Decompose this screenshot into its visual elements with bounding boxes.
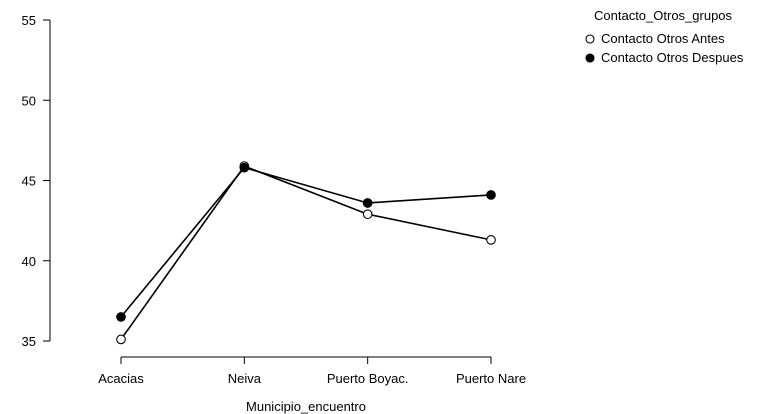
plot-lines (120, 165, 492, 340)
y-tick-label: 40 (22, 254, 36, 269)
series-line-1 (120, 165, 492, 340)
x-tick-label: Neiva (228, 371, 262, 386)
x-tick-label: Puerto Nare (456, 371, 526, 386)
y-axis: 35 40 45 50 55 (22, 13, 51, 349)
data-point-antes (362, 209, 373, 220)
data-point-despues (362, 198, 373, 208)
y-tick-label: 45 (22, 174, 36, 189)
legend-marker (585, 34, 595, 44)
y-ticks: 35 40 45 50 55 (22, 13, 50, 349)
data-point-antes (486, 235, 496, 245)
data-point-despues (486, 190, 496, 200)
x-axis: Acacias Neiva Puerto Boyac. Puerto Nare Mun… (98, 356, 526, 414)
legend-marker (585, 53, 595, 63)
data-point-despues (239, 162, 250, 173)
legend-label: Contacto Otros Antes (601, 31, 725, 46)
x-ticks: Acacias Neiva Puerto Boyac. Puerto Nare (98, 357, 526, 386)
legend-label: Contacto Otros Despues (601, 50, 744, 65)
data-point-antes (116, 334, 126, 345)
y-tick-label: 35 (22, 334, 36, 349)
plot-points (116, 161, 496, 345)
x-tick-label: Acacias (98, 371, 144, 386)
x-tick-label: Puerto Boyac. (327, 371, 409, 386)
legend: Contacto_Otros_grupos Contacto Otros Ant… (585, 8, 744, 65)
y-tick-label: 50 (22, 93, 36, 108)
legend-title: Contacto_Otros_grupos (594, 8, 733, 23)
series-line-2 (120, 166, 492, 318)
data-point-despues (116, 312, 126, 322)
y-tick-label: 55 (22, 13, 36, 28)
x-axis-title: Municipio_encuentro (246, 399, 366, 414)
legend-items: Contacto Otros Antes Contacto Otros Despu… (585, 31, 744, 65)
